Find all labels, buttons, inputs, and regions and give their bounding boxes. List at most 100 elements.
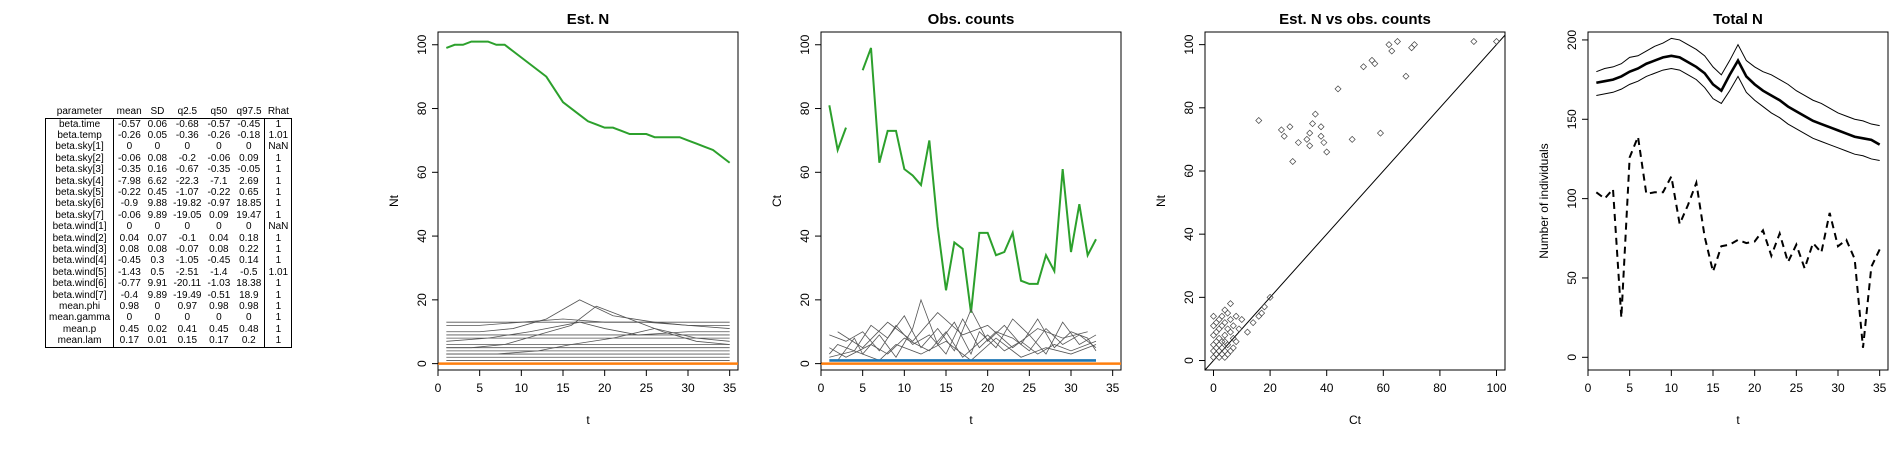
- table-cell: 18.85: [236, 198, 262, 210]
- table-cell: 18.9: [239, 289, 259, 301]
- y-axis-label: Ct: [770, 194, 784, 207]
- table-cell: 0.14: [239, 255, 259, 267]
- series-line: [446, 328, 730, 355]
- table-cell: 0.08: [209, 243, 229, 255]
- x-tick-label: 100: [1486, 381, 1506, 395]
- y-tick-label: 80: [798, 102, 812, 116]
- y-tick-label: 0: [1565, 354, 1579, 361]
- scatter-point: [1317, 123, 1325, 131]
- scatter-point: [1209, 341, 1217, 349]
- table-cell: 0: [154, 141, 161, 153]
- table-row: beta.wind[2] 0.04 0.07 -0.1 0.04 0.18 1: [45, 232, 292, 245]
- table-cell: -0.35: [207, 164, 231, 176]
- table-header-cell: Rhat: [267, 105, 289, 117]
- table-cell: 0: [154, 312, 161, 324]
- table-cell: 1: [264, 289, 292, 302]
- x-tick-label: 10: [515, 381, 529, 395]
- scatter-point: [1309, 120, 1317, 128]
- table-row: mean.lam 0.17 0.01 0.15 0.17 0.2 1: [45, 335, 292, 348]
- table-cell: 0: [216, 312, 222, 324]
- table-row: mean.gamma 0 0 0 0 0 1: [45, 312, 292, 325]
- y-tick-label: 40: [1182, 227, 1196, 241]
- table-cell: -1.43: [118, 266, 141, 278]
- plot-frame: [437, 31, 739, 371]
- scatter-point: [1221, 306, 1229, 314]
- table-cell: -0.18: [237, 130, 261, 142]
- table-cell: -7.1: [210, 175, 228, 187]
- y-tick-label: 0: [1182, 357, 1196, 364]
- table-header-cell: mean: [116, 105, 142, 117]
- table-cell: 0: [126, 141, 133, 153]
- table-cell: beta.wind[5]: [45, 267, 115, 279]
- table-row: beta.wind[5] -1.43 0.5 -2.51 -1.4 -0.5 1.01: [45, 266, 292, 279]
- table-cell: 0.05: [147, 130, 168, 142]
- table-cell: -7.98: [118, 175, 141, 187]
- scatter-point: [1212, 328, 1220, 336]
- scatter-point: [1215, 315, 1223, 323]
- table-header-cell: q97.5: [236, 105, 262, 117]
- x-tick-label: 25: [1790, 381, 1804, 395]
- table-cell: 1: [264, 118, 292, 131]
- scatter-point: [1224, 309, 1232, 317]
- scatter-point: [1258, 309, 1266, 317]
- y-tick-label: 40: [798, 229, 812, 243]
- table-cell: 0.17: [119, 335, 140, 347]
- series-line: [1596, 37, 1880, 127]
- table-cell: 0.06: [147, 118, 168, 130]
- chart-panel-4: [1582, 31, 1889, 376]
- table-cell: -0.2: [178, 152, 196, 164]
- table-row: beta.sky[6] -0.9 9.88 -19.82 -0.97 18.85 1: [45, 198, 292, 211]
- scatter-point: [1218, 322, 1226, 330]
- table-row: beta.time -0.57 0.06 -0.68 -0.57 -0.45 1: [45, 118, 292, 131]
- table-cell: 0: [184, 221, 191, 233]
- series-line: [446, 321, 730, 342]
- table-cell: -0.57: [207, 118, 231, 130]
- table-cell: 0: [126, 312, 133, 324]
- x-tick-label: 25: [1023, 381, 1037, 395]
- series-line: [829, 308, 1097, 355]
- table-cell: 1: [264, 301, 292, 313]
- table-cell: 1: [264, 175, 292, 188]
- scatter-point: [1289, 158, 1297, 166]
- table-cell: -0.51: [207, 289, 231, 301]
- scatter-point: [1221, 353, 1229, 361]
- scatter-point: [1221, 319, 1229, 327]
- scatter-point: [1402, 72, 1410, 80]
- table-cell: 0: [246, 141, 252, 153]
- scatter-point: [1303, 135, 1311, 143]
- scatter-point: [1209, 347, 1217, 355]
- x-tick-label: 80: [1433, 381, 1447, 395]
- table-cell: 9.89: [147, 289, 168, 301]
- series-line: [1596, 67, 1880, 162]
- table-cell: 0.04: [209, 232, 229, 244]
- table-cell: beta.sky[7]: [45, 210, 115, 222]
- x-tick-label: 5: [859, 381, 866, 395]
- scatter-point: [1260, 303, 1268, 311]
- scatter-point: [1235, 325, 1243, 333]
- table-cell: 0.22: [239, 243, 259, 255]
- series-line: [445, 40, 731, 164]
- y-tick-label: 100: [1565, 188, 1579, 208]
- data-layer: [1205, 34, 1505, 370]
- table-cell: -1.07: [175, 187, 199, 199]
- table-cell: 0.45: [209, 323, 229, 335]
- series-line: [1596, 54, 1881, 146]
- table-row: beta.wind[4] -0.45 0.3 -1.05 -0.45 0.14 1: [45, 255, 292, 268]
- chart-panel-1: [432, 31, 739, 376]
- x-tick-label: 20: [981, 381, 995, 395]
- scatter-point: [1218, 344, 1226, 352]
- x-tick-label: 0: [435, 381, 442, 395]
- scatter-point: [1209, 353, 1217, 361]
- x-tick-label: 5: [476, 381, 483, 395]
- table-cell: -0.45: [237, 118, 261, 130]
- scatter-point: [1393, 37, 1401, 45]
- table-cell: -0.68: [175, 118, 199, 130]
- table-cell: 0.5: [150, 266, 165, 278]
- scatter-point: [1280, 132, 1288, 140]
- table-cell: 0: [184, 312, 191, 324]
- table-cell: 1: [264, 312, 292, 325]
- y-tick-label: 150: [1565, 109, 1579, 129]
- table-cell: -0.06: [118, 152, 141, 164]
- x-tick-label: 15: [556, 381, 570, 395]
- table-cell: -0.4: [120, 289, 139, 301]
